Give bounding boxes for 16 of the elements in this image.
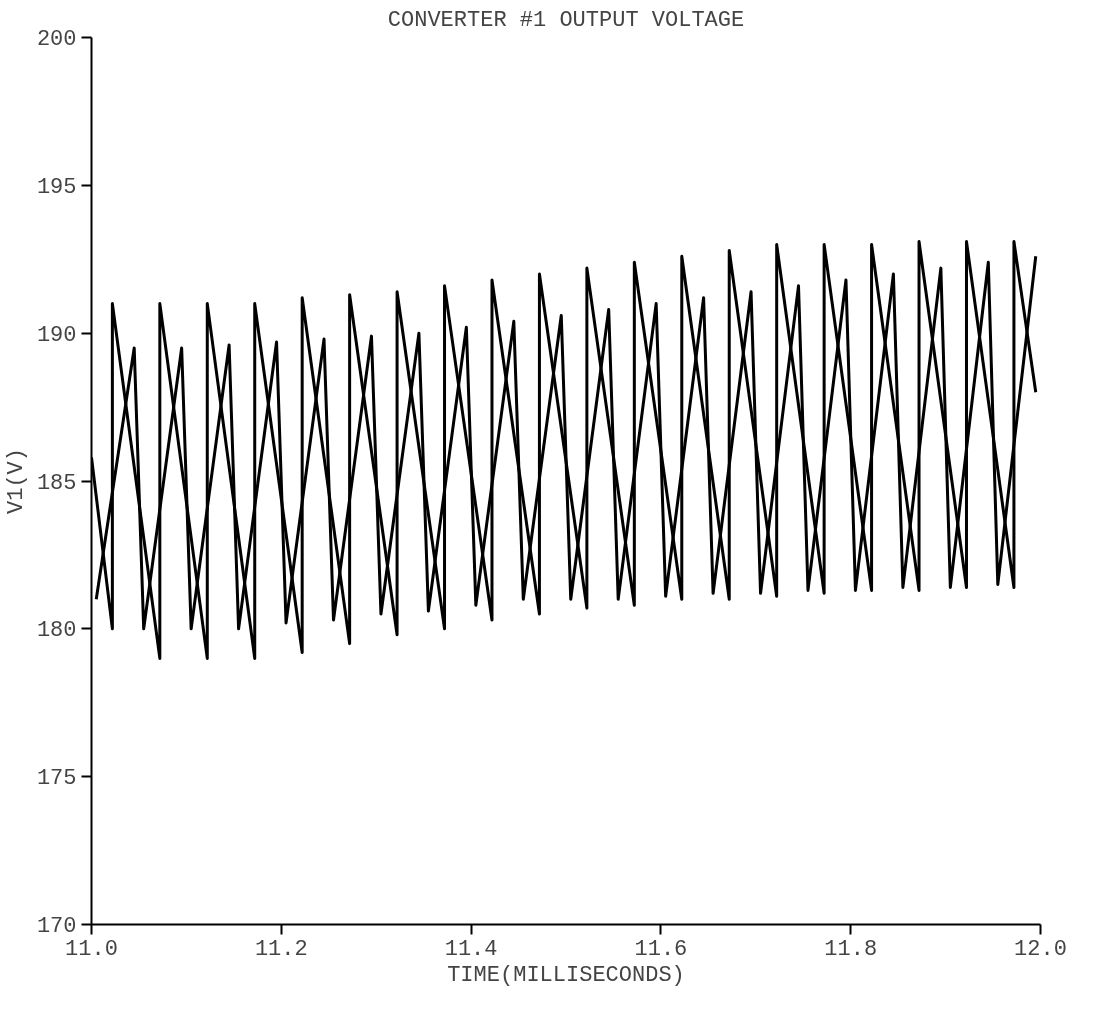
x-tick-label: 11.0 [65, 936, 118, 962]
x-tick-label: 11.8 [824, 936, 878, 962]
y-tick-label: 200 [36, 27, 77, 52]
y-tick-label: 170 [36, 914, 77, 939]
y-tick-label: 195 [36, 174, 77, 200]
x-axis-title: TIME(MILLISECONDS) [447, 962, 685, 988]
x-tick-label: 11.4 [444, 936, 498, 962]
x-tick-label: 11.2 [254, 936, 308, 962]
y-axis-title: V1(V) [3, 447, 29, 515]
x-tick-label: 11.6 [634, 936, 688, 962]
chart-title: CONVERTER #1 OUTPUT VOLTAGE [387, 7, 745, 33]
x-tick-label: 12.0 [1014, 936, 1067, 962]
y-tick-label: 180 [36, 618, 77, 644]
y-tick-label: 190 [36, 322, 77, 348]
y-tick-label: 185 [36, 470, 77, 496]
y-tick-label: 175 [36, 766, 77, 792]
